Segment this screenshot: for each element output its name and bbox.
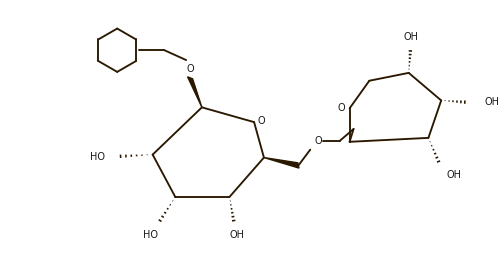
Text: O: O: [257, 116, 265, 126]
Polygon shape: [264, 157, 299, 168]
Polygon shape: [188, 77, 202, 107]
Text: HO: HO: [90, 152, 105, 162]
Text: OH: OH: [230, 230, 245, 240]
Text: OH: OH: [484, 97, 500, 107]
Text: HO: HO: [143, 230, 158, 240]
Text: OH: OH: [446, 170, 461, 180]
Text: O: O: [314, 136, 322, 146]
Text: OH: OH: [403, 32, 418, 42]
Text: O: O: [338, 103, 345, 113]
Text: O: O: [186, 64, 194, 74]
